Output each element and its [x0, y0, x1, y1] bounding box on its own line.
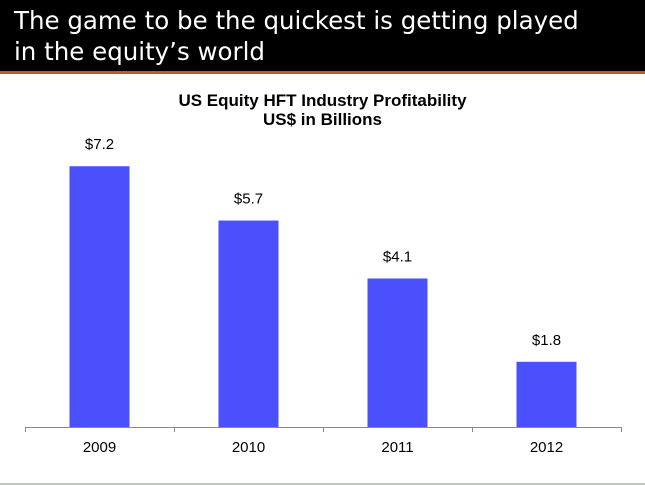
- data-label-2009: $7.2: [85, 136, 114, 153]
- data-label-2011: $4.1: [383, 249, 412, 266]
- slide-header: The game to be the quickest is getting p…: [0, 0, 645, 71]
- bottom-rule: [0, 483, 645, 485]
- data-label-2012: $1.8: [532, 332, 561, 349]
- chart-subtitle: US$ in Billions: [262, 110, 383, 129]
- bar-2009: [69, 166, 130, 427]
- slide-title-line-1: The game to be the quickest is getting p…: [14, 6, 579, 35]
- header-accent-rule: [0, 71, 645, 74]
- bar-2010: [218, 220, 279, 427]
- chart-title: US Equity HFT Industry Profitability: [178, 91, 467, 110]
- bar-2012: [516, 361, 577, 427]
- x-tick-label-2012: 2012: [530, 439, 563, 456]
- x-tick-label-2009: 2009: [83, 439, 116, 456]
- x-tick-label-2010: 2010: [232, 439, 265, 456]
- chart-title-block: US Equity HFT Industry Profitability US$…: [0, 91, 645, 129]
- x-tick-label-2011: 2011: [381, 439, 413, 456]
- slide-title-line-2: in the equity’s world: [14, 37, 265, 66]
- bar-2011: [367, 278, 428, 427]
- slide-title: The game to be the quickest is getting p…: [14, 5, 634, 67]
- data-label-2010: $5.7: [234, 191, 263, 208]
